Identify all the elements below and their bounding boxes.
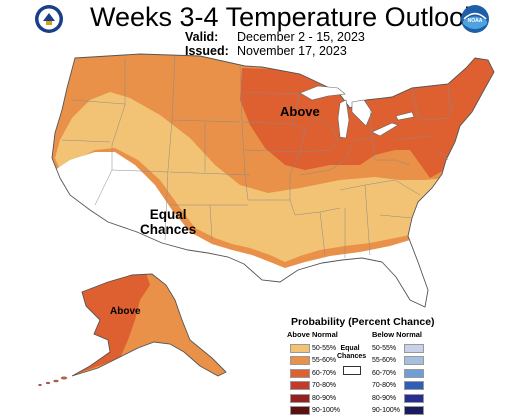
legend-item-below-60-70: 60-70% [372,367,424,380]
legend-title: Probability (Percent Chance) [291,316,435,328]
legend-swatch [290,394,310,403]
alaska-shading [60,260,240,390]
above-normal-legend: 50-55% 55-60% 60-70% 70-80% 80-90% 90-10… [290,342,342,417]
legend-swatch [404,394,424,403]
legend-item-above-60-70: 60-70% [290,367,342,380]
legend-item-below-50-55: 50-55% [372,342,424,355]
below-normal-legend: 50-55% 55-60% 60-70% 70-80% 80-90% 90-10… [372,342,424,417]
legend-item-above-55-60: 55-60% [290,355,342,368]
legend-item-below-70-80: 70-80% [372,380,424,393]
legend-item-below-80-90: 80-90% [372,392,424,405]
legend-swatch [404,406,424,415]
legend-equal-line-2: Chances [337,353,363,361]
legend-equal-chances-label: Equal Chances [337,345,363,361]
equal-chances-region-label: Equal Chances [140,207,196,237]
legend-swatch [404,344,424,353]
legend-item-below-55-60: 55-60% [372,355,424,368]
legend-item-below-90-100: 90-100% [372,405,424,417]
equal-line-1: Equal [140,207,196,222]
above-region-label: Above [280,104,320,119]
legend-item-above-80-90: 80-90% [290,392,342,405]
legend-swatch [404,369,424,378]
legend-swatch [290,369,310,378]
legend-swatch [290,356,310,365]
above-normal-heading: Above Normal [287,330,338,339]
legend-swatch [404,381,424,390]
legend-equal-line-1: Equal [337,345,363,353]
legend-swatch [404,356,424,365]
equal-line-2: Chances [140,222,196,237]
legend-item-above-50-55: 50-55% [290,342,342,355]
legend-item-above-70-80: 70-80% [290,380,342,393]
legend-swatch [290,406,310,415]
aleutian-islands [38,377,67,386]
below-normal-heading: Below Normal [372,330,422,339]
legend-equal-chances-swatch [343,366,361,375]
alaska-above-label: Above [110,304,141,319]
alaska-55-60-region [60,260,240,390]
legend-swatch [290,344,310,353]
temperature-outlook-map [0,0,525,405]
legend-swatch [290,381,310,390]
legend-item-above-90-100: 90-100% [290,405,342,417]
